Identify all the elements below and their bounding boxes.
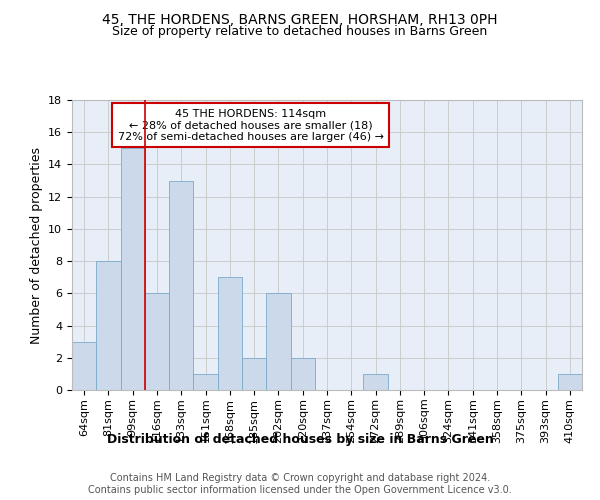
Bar [169,180,193,390]
Y-axis label: Number of detached properties: Number of detached properties [29,146,43,344]
Text: 45, THE HORDENS, BARNS GREEN, HORSHAM, RH13 0PH: 45, THE HORDENS, BARNS GREEN, HORSHAM, R… [102,12,498,26]
Bar [558,374,582,390]
Bar [218,277,242,390]
Bar [364,374,388,390]
Bar [242,358,266,390]
Text: Size of property relative to detached houses in Barns Green: Size of property relative to detached ho… [112,25,488,38]
Bar [266,294,290,390]
Text: Contains HM Land Registry data © Crown copyright and database right 2024.
Contai: Contains HM Land Registry data © Crown c… [88,474,512,495]
Bar [72,342,96,390]
Bar [96,261,121,390]
Bar [193,374,218,390]
Text: 45 THE HORDENS: 114sqm
← 28% of detached houses are smaller (18)
72% of semi-det: 45 THE HORDENS: 114sqm ← 28% of detached… [118,108,383,142]
Bar [145,294,169,390]
Bar [290,358,315,390]
Bar [121,148,145,390]
Text: Distribution of detached houses by size in Barns Green: Distribution of detached houses by size … [107,432,493,446]
